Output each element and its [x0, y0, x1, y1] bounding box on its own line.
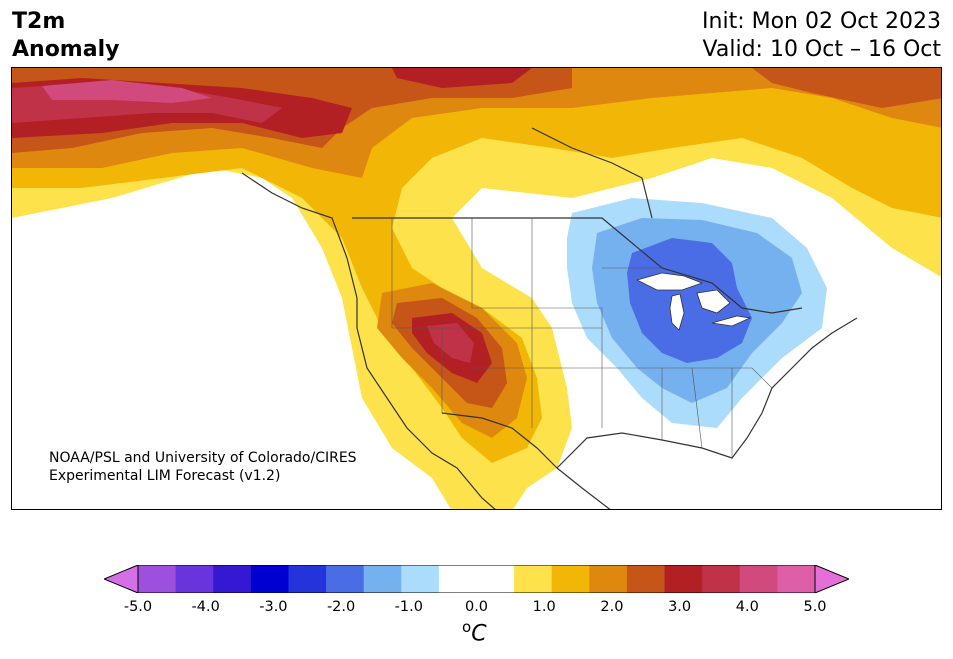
colorbar-cell	[138, 565, 177, 593]
colorbar-tick-label: -2.0	[326, 599, 356, 615]
colorbar-tick-label: -5.0	[123, 599, 153, 615]
lake-michigan	[669, 293, 685, 331]
colorbar-cell	[739, 565, 778, 593]
colorbar-cell	[626, 565, 666, 593]
credit-line-2: Experimental LIM Forecast (v1.2)	[49, 468, 281, 484]
colorbar-tick-label: 0.0	[464, 599, 489, 615]
data-credit: NOAA/PSL and University of Colorado/CIRE…	[49, 449, 357, 485]
colorbar-cell	[213, 565, 252, 593]
unit-superscript: o	[462, 618, 472, 636]
forecast-dates: Init: Mon 02 Oct 2023 Valid: 10 Oct – 16…	[702, 8, 941, 64]
title-line-2: Anomaly	[12, 37, 120, 62]
map-boundaries	[241, 127, 858, 509]
colorbar-cell	[363, 565, 402, 593]
state-line-8	[691, 367, 703, 449]
colorbar-cell	[476, 565, 515, 593]
great-lakes	[635, 272, 752, 331]
colorbar-unit: oC	[462, 618, 487, 646]
warm-anomaly-fields	[12, 68, 941, 509]
state-lines	[391, 218, 773, 458]
state-line-1	[391, 218, 443, 413]
colorbar-cell	[438, 565, 477, 593]
lake-erie	[711, 315, 752, 327]
colorbar-tick-label: 3.0	[668, 599, 692, 615]
us-mexico-border	[441, 412, 558, 469]
lake-huron	[696, 289, 731, 314]
colorbar-cell	[702, 565, 741, 593]
gulf-coast	[556, 317, 858, 469]
colorbar-below-arrow	[104, 565, 139, 593]
cool-field-3	[627, 238, 752, 363]
colorbar-cell	[175, 565, 214, 593]
colorbar-cell	[589, 565, 628, 593]
colorbar-tick-label: -3.0	[259, 599, 288, 615]
unit-letter: C	[471, 621, 487, 647]
colorbar-cell	[514, 565, 553, 593]
anomaly-map-canvas	[12, 68, 941, 509]
colorbar-cells	[138, 565, 816, 593]
colorbar-tick-label: 5.0	[803, 599, 827, 615]
map-title: T2m Anomaly	[12, 8, 119, 64]
hudson-bay	[531, 127, 653, 219]
valid-range: Valid: 10 Oct – 16 Oct	[702, 37, 941, 62]
colorbar-tick-label: -4.0	[191, 599, 220, 615]
colorbar-tick-label: 4.0	[735, 599, 759, 615]
colorbar-cell	[777, 565, 816, 593]
init-date: Init: Mon 02 Oct 2023	[702, 9, 941, 34]
title-line-1: T2m	[12, 9, 66, 34]
warm-field-7	[42, 80, 212, 103]
colorbar-cell	[250, 565, 289, 593]
colorbar-cell	[288, 565, 327, 593]
colorbar-cell	[401, 565, 440, 593]
cool-anomaly-fields	[567, 198, 827, 428]
canada-us-border	[352, 217, 803, 314]
anomaly-map	[11, 67, 942, 510]
colorbar	[104, 565, 849, 593]
mexico-coast	[556, 467, 611, 509]
colorbar-above-arrow	[814, 565, 849, 593]
warm-field-2	[12, 68, 941, 463]
colorbar-cell	[551, 565, 590, 593]
credit-line-1: NOAA/PSL and University of Colorado/CIRE…	[49, 450, 357, 466]
warm-field-6	[12, 83, 474, 363]
west-coast	[241, 172, 496, 509]
warm-field-1	[12, 68, 941, 509]
colorbar-outline	[137, 565, 816, 593]
colorbar-tick-label: 1.0	[532, 599, 556, 615]
lake-superior	[635, 272, 704, 291]
colorbar-tick-label: 2.0	[600, 599, 624, 615]
colorbar-tick-label: -1.0	[394, 599, 423, 615]
colorbar-cell	[664, 565, 703, 593]
colorbar-cell	[326, 565, 365, 593]
